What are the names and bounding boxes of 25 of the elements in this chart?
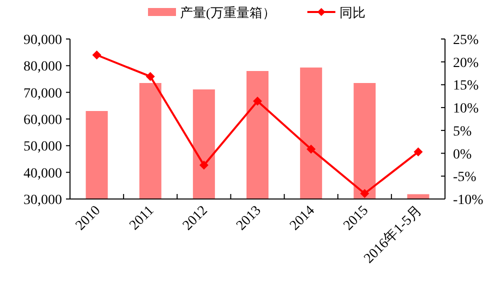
point	[92, 50, 102, 60]
point	[253, 96, 262, 106]
point	[306, 144, 316, 154]
point	[414, 147, 423, 156]
x-tick-label: 2011	[127, 203, 158, 234]
y-tick-label: 80,000	[24, 60, 62, 75]
y-tick-label: 40,000	[24, 166, 62, 182]
legend-label: 同比	[339, 5, 366, 20]
y-tick-label: 60,000	[24, 113, 62, 128]
y2-tick-label: 25%	[453, 33, 479, 48]
point	[360, 189, 370, 198]
y2-tick-label: 20%	[453, 56, 479, 71]
y2-tick-label: 15%	[453, 78, 479, 94]
point	[199, 160, 208, 170]
y-tick-label: 30,000	[24, 193, 62, 208]
y2-tick-label: 0%	[453, 147, 472, 162]
y2-tick-label: -5%	[453, 170, 477, 186]
y2-tick-label: 5%	[453, 124, 472, 140]
legend-label: 产量(万重量箱）	[180, 5, 276, 20]
y-tick-label: 90,000	[24, 33, 62, 48]
y2-tick-label: 10%	[453, 102, 479, 117]
point	[146, 72, 155, 81]
y-tick-label: 70,000	[24, 86, 62, 102]
y2-tick-label: -10%	[453, 193, 484, 208]
y-tick-label: 50,000	[24, 140, 62, 155]
